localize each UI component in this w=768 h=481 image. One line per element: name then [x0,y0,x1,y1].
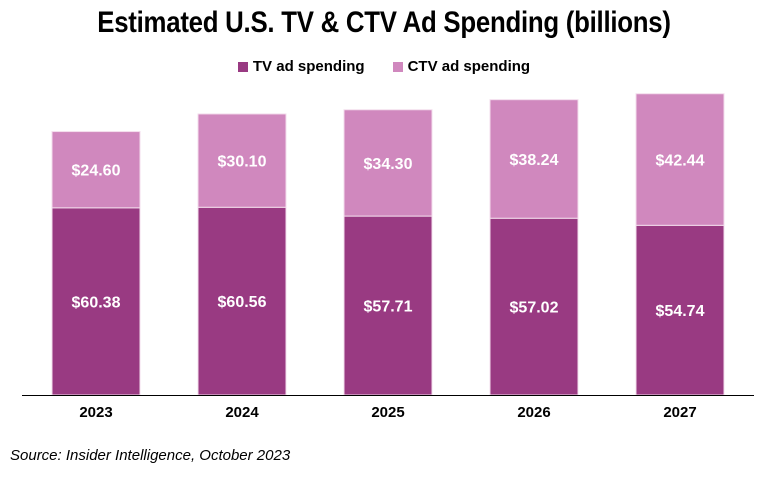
legend-item-ctv: CTV ad spending [392,58,531,75]
legend-label-ctv: CTV ad spending [407,58,531,75]
legend: TV ad spending CTV ad spending [0,58,768,75]
data-label: $57.02 [510,300,559,317]
data-label: $60.56 [218,294,267,311]
x-tick-label: 2026 [517,404,550,421]
data-label: $38.24 [510,152,559,169]
bar-ctv-2024 [197,113,287,208]
bar-ctv-2025 [343,109,433,217]
data-label: $42.44 [656,153,705,170]
x-tick-label: 2025 [371,404,404,421]
data-label: $54.74 [656,303,705,320]
x-tick-label: 2023 [79,404,112,421]
bar-tv-2024 [197,206,287,396]
source-note: Source: Insider Intelligence, October 20… [10,447,291,464]
legend-item-tv: TV ad spending [237,58,365,75]
legend-swatch-ctv [392,61,403,72]
chart-title: Estimated U.S. TV & CTV Ad Spending (bil… [97,6,671,39]
bar-ctv-2023 [51,131,141,209]
legend-swatch-tv [237,61,248,72]
bar-tv-2026 [489,217,579,396]
bar-tv-2027 [635,224,725,396]
bar-ctv-2027 [635,93,725,226]
bar-ctv-2026 [489,99,579,219]
bar-tv-2025 [343,215,433,396]
x-tick-label: 2027 [663,404,696,421]
data-label: $24.60 [72,163,121,180]
data-label: $57.71 [364,299,413,316]
data-label: $60.38 [72,294,121,311]
legend-label-tv: TV ad spending [252,58,365,75]
data-label: $30.10 [218,154,267,171]
data-label: $34.30 [364,156,413,173]
x-tick-label: 2024 [225,404,259,421]
